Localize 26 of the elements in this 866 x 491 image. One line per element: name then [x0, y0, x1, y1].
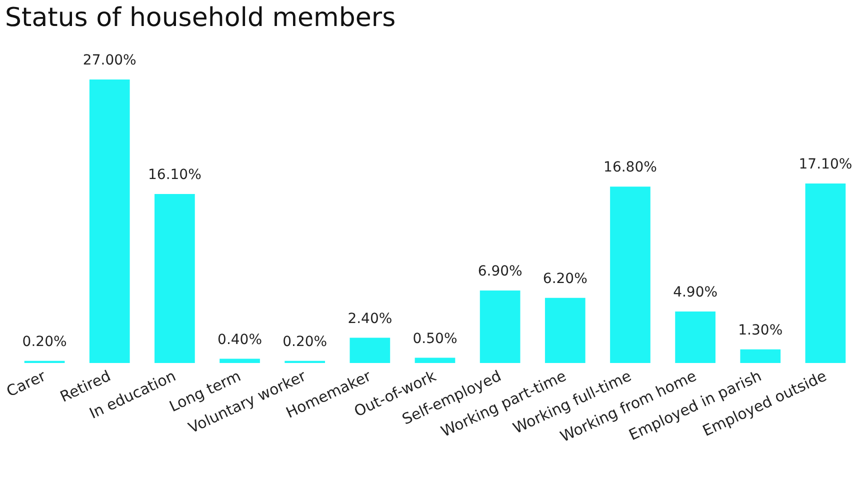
bar [350, 338, 390, 363]
data-label: 16.10% [148, 166, 202, 183]
bar [610, 186, 650, 363]
x-tick-label: Carer [4, 366, 50, 400]
data-label: 17.10% [798, 156, 852, 172]
data-label: 0.20% [22, 334, 67, 350]
bar [740, 349, 781, 363]
bar [805, 183, 846, 363]
data-label: 6.20% [542, 270, 588, 287]
bar [220, 358, 260, 363]
bar [89, 80, 130, 363]
bar [544, 298, 586, 363]
bar [414, 358, 456, 363]
data-label: 16.80% [604, 160, 657, 176]
data-label: 4.90% [673, 284, 718, 301]
bar [480, 290, 520, 363]
data-label: 0.20% [282, 334, 328, 350]
data-label: 1.30% [738, 322, 783, 338]
bar [675, 312, 716, 363]
data-label: 27.00% [82, 52, 136, 68]
chart-title: Status of household members [5, 3, 396, 33]
bar [154, 194, 195, 363]
data-label: 6.90% [478, 264, 522, 280]
data-label: 0.50% [412, 330, 458, 347]
data-label: 0.40% [218, 332, 262, 348]
data-label: 2.40% [348, 310, 392, 327]
